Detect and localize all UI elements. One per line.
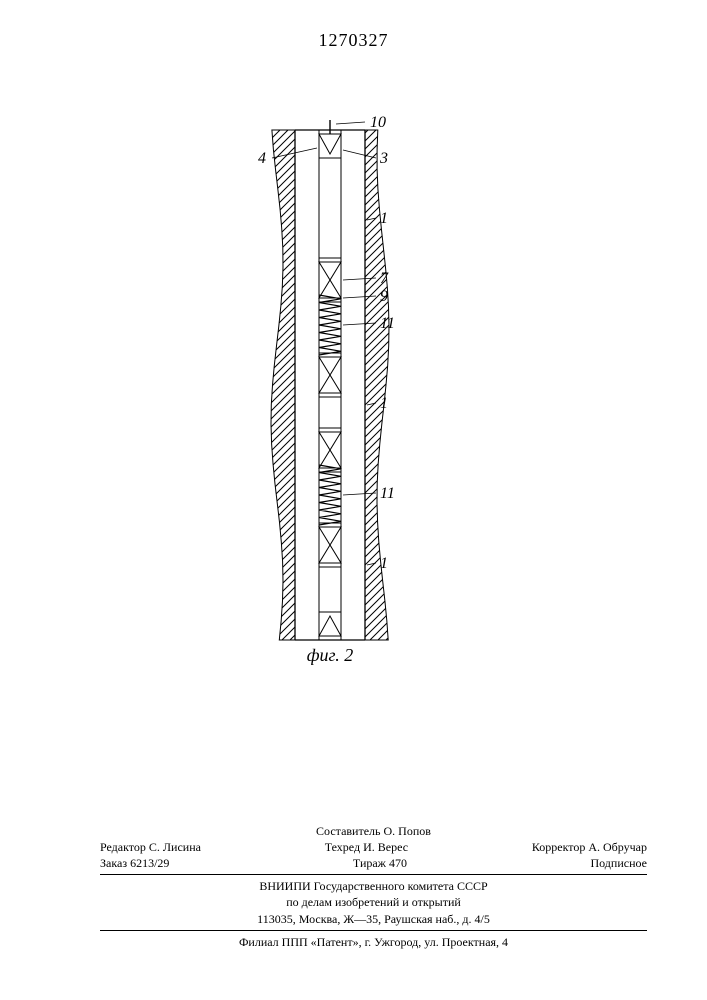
ref-label-11: 11 <box>380 485 395 503</box>
compiler-name: О. Попов <box>384 824 431 838</box>
ref-label-10: 10 <box>370 114 386 132</box>
ref-label-11: 11 <box>380 315 395 333</box>
figure-svg <box>250 120 450 680</box>
ref-label-1: 1 <box>380 555 388 573</box>
footer-block: Составитель О. Попов Редактор С. Лисина … <box>100 823 647 950</box>
org-line-3: 113035, Москва, Ж—35, Раушская наб., д. … <box>100 911 647 927</box>
tirazh-value: 470 <box>389 856 407 870</box>
org-line-1: ВНИИПИ Государственного комитета СССР <box>100 878 647 894</box>
ref-label-1: 1 <box>380 395 388 413</box>
order-value: 6213/29 <box>130 856 169 870</box>
figure-caption: фиг. 2 <box>250 645 410 666</box>
ref-label-9: 9 <box>380 288 388 306</box>
ref-label-3: 3 <box>380 150 388 168</box>
subscription: Подписное <box>590 855 647 871</box>
corrector-name: А. Обручар <box>588 840 647 854</box>
ref-label-1: 1 <box>380 210 388 228</box>
order-label: Заказ <box>100 856 127 870</box>
ref-label-7: 7 <box>380 270 388 288</box>
branch-line: Филиал ППП «Патент», г. Ужгород, ул. Про… <box>100 934 647 950</box>
techred-name: И. Верес <box>363 840 408 854</box>
tirazh-label: Тираж <box>353 856 386 870</box>
compiler-label: Составитель <box>316 824 380 838</box>
ref-label-4: 4 <box>258 150 266 168</box>
editor-label: Редактор <box>100 840 146 854</box>
document-number: 1270327 <box>0 30 707 51</box>
editor-name: С. Лисина <box>149 840 201 854</box>
corrector-label: Корректор <box>532 840 586 854</box>
techred-label: Техред <box>325 840 360 854</box>
org-line-2: по делам изобретений и открытий <box>100 894 647 910</box>
figure-2: фиг. 2 1043179111111 <box>250 120 450 670</box>
